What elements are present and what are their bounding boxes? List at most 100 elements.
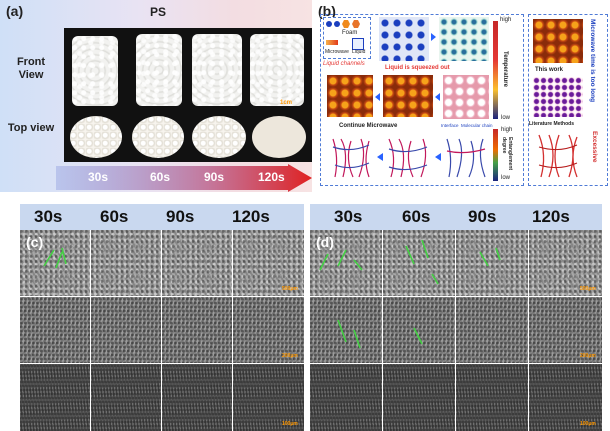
- panel-a-tag: (a): [6, 3, 24, 19]
- d-time-60s: 60s: [402, 207, 431, 226]
- sem-c-r3-30s: [20, 364, 90, 431]
- sem-c-r1-120s: [233, 230, 304, 296]
- sem-d-r3-30s: [310, 364, 382, 431]
- row-label-front: Front View: [16, 56, 46, 81]
- sem-c-r3-90s: [162, 364, 232, 431]
- foam-front-120s: [250, 34, 304, 106]
- interface-label: Interface: [441, 123, 459, 128]
- sem-c-r2-60s: [91, 297, 161, 363]
- arrow-right-icon: [431, 33, 436, 41]
- sem-c-r2-30s: [20, 297, 90, 363]
- panel-d-header: [310, 204, 602, 230]
- panel-c-grid: 500μm 200μm 100μm: [20, 230, 304, 431]
- c-time-30s: 30s: [34, 207, 63, 226]
- sem-d-r2-30s: [310, 297, 382, 363]
- time-label-60s: 60s: [150, 170, 171, 184]
- legend-foam: Foam: [342, 30, 358, 36]
- sem-c-r3-60s: [91, 364, 161, 431]
- d-time-30s: 30s: [334, 207, 363, 226]
- sem-c-r2-90s: [162, 297, 232, 363]
- c-scale-200: 200μm: [282, 353, 298, 359]
- temp-label: Temperature: [502, 51, 508, 87]
- c-time-60s: 60s: [100, 207, 129, 226]
- stage-compact-cells-1: [327, 75, 373, 117]
- sem-d-r3-120s: [529, 364, 602, 431]
- sem-d-r3-90s: [456, 364, 528, 431]
- liquid-channels-label: Liquid channels: [323, 61, 365, 67]
- molecular-chain-stages: [329, 135, 489, 179]
- stage-compact-cells-2: [383, 75, 433, 117]
- scale-1cm: 1cm: [280, 100, 293, 106]
- literature-cells: [533, 77, 583, 117]
- mechanism-box: Foam Microwave Liquid high Temperature l…: [320, 14, 524, 186]
- continue-microwave-label: Continue Microwave: [339, 123, 398, 129]
- foam-front-30s: [72, 36, 118, 106]
- d-scale-500: 500μm: [580, 286, 596, 292]
- ent-high: high: [501, 127, 513, 133]
- time-arrow: [56, 164, 312, 192]
- sem-d-r2-60s: [383, 297, 455, 363]
- d-time-120s: 120s: [532, 207, 570, 226]
- panel-c-header: [20, 204, 304, 230]
- foam-top-120s: [252, 116, 306, 158]
- this-work-cells: [533, 19, 583, 63]
- sem-d-r3-60s: [383, 364, 455, 431]
- excessive-label: Excessive: [591, 131, 598, 163]
- c-scale-500: 500μm: [282, 286, 298, 292]
- c-time-120s: 120s: [232, 207, 270, 226]
- sem-d-r2-120s: [529, 297, 602, 363]
- liquid-squeezed-label: Liquid is squeezed out: [385, 65, 450, 71]
- panel-a: (a) PS Front View Top view 1cm 30s 60s 9…: [0, 0, 312, 192]
- foam-front-90s: [192, 34, 242, 106]
- hexagon-icon: [352, 20, 360, 28]
- time-label-30s: 30s: [88, 170, 109, 184]
- stage-dispersed-foam: [379, 17, 429, 61]
- arrow-left-icon: [375, 93, 380, 101]
- panel-d-grid: 500μm 200μm 100μm: [310, 230, 602, 431]
- temp-high: high: [500, 17, 512, 23]
- sem-d-r2-90s: [456, 297, 528, 363]
- sem-c-r1-90s: [162, 230, 232, 296]
- sem-c-r3-120s: [233, 364, 304, 431]
- microwave-arrow-icon: [326, 40, 338, 45]
- photo-grid: 1cm: [64, 28, 312, 162]
- panel-c: 30s 60s 90s 120s 500μm 200μm 100μm (c): [20, 204, 304, 431]
- stage-bubble-interface: [443, 75, 489, 119]
- foam-front-60s: [136, 34, 182, 106]
- legend-box: Foam Microwave Liquid: [323, 17, 371, 59]
- c-time-90s: 90s: [166, 207, 195, 226]
- legend-liquid: Liquid: [352, 49, 366, 55]
- green-arrows-icon: [43, 247, 67, 269]
- sem-c-r2-120s: [233, 297, 304, 363]
- sem-d-r1-30s: [310, 230, 382, 296]
- foam-top-30s: [70, 116, 122, 158]
- ent-label: Entanglement degree: [501, 137, 513, 171]
- foam-top-60s: [132, 116, 184, 158]
- temp-low: low: [501, 115, 511, 121]
- ent-low: low: [501, 175, 511, 181]
- d-time-90s: 90s: [468, 207, 497, 226]
- comparison-box: This work Literature Methods Microwave t…: [528, 14, 608, 186]
- panel-b: (b) Foam Microwave Liquid high Temperatu…: [316, 0, 610, 192]
- hexagon-icon: [342, 20, 350, 28]
- foam-dot-icon: [326, 21, 332, 27]
- panel-d: 30s 60s 90s 120s 500μm 200μm 100μm (d): [310, 204, 602, 431]
- material-label: PS: [150, 5, 167, 19]
- legend-microwave: Microwave: [325, 49, 349, 55]
- literature-label: Literature Methods: [529, 121, 575, 127]
- panel-b-tag: (b): [318, 3, 336, 19]
- this-work-label: This work: [535, 67, 564, 73]
- d-scale-200: 200μm: [580, 353, 596, 359]
- molecular-chain-label: Molecular chain: [461, 123, 493, 128]
- panel-d-tag: (d): [316, 234, 334, 250]
- sem-d-r1-120s: [529, 230, 602, 296]
- sem-d-r1-90s: [456, 230, 528, 296]
- sem-c-r1-60s: [91, 230, 161, 296]
- stage-heated-foam: [439, 17, 489, 61]
- temperature-scale: [493, 21, 498, 119]
- panel-c-tag: (c): [26, 234, 44, 250]
- liquid-square-icon: [352, 38, 364, 50]
- excessive-chain-icon: [538, 134, 578, 178]
- d-scale-100: 100μm: [580, 421, 596, 427]
- arrow-left-icon: [435, 93, 440, 101]
